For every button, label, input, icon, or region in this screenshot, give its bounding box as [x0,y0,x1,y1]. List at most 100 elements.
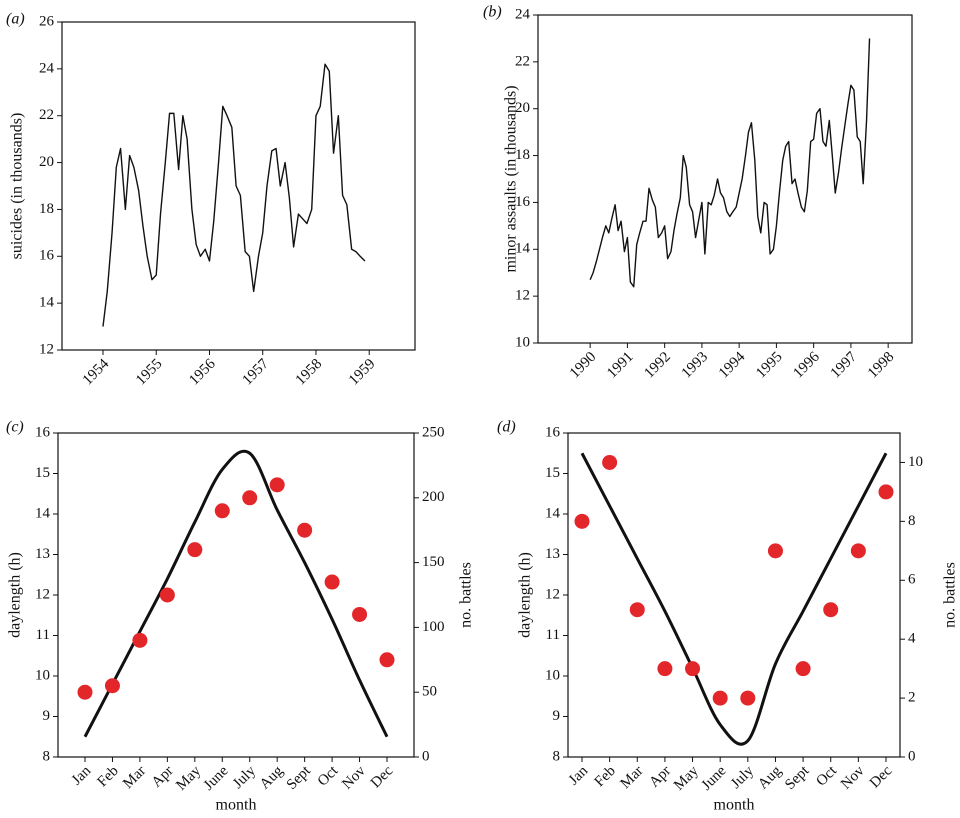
data-point [77,684,93,700]
y-tick-label: 22 [39,107,54,123]
y2-tick-label: 250 [422,424,445,440]
y2-tick-label: 6 [908,572,916,588]
x-tick-label: 1993 [679,349,712,382]
y-tick-label: 15 [545,465,560,481]
x-tick-label: Jan [69,763,95,789]
y-tick-label: 10 [35,667,50,683]
y-axis-title: daylength (h) [517,552,534,638]
data-point [104,678,120,694]
x-tick-label: 1992 [641,349,674,382]
y-tick-label: 10 [515,334,530,350]
plot-frame [57,432,415,758]
x-tick-label: Nov [339,763,369,793]
y-tick-label: 8 [553,748,561,764]
y2-tick-label: 10 [908,454,923,470]
x-tick-label: 1959 [346,356,379,389]
data-point [712,690,728,706]
y-tick-label: 14 [39,295,55,311]
y-tick-label: 12 [545,586,560,602]
x-tick-label: Oct [315,762,342,789]
data-point [823,602,839,618]
data-point [132,632,148,648]
y2-axis-title: no. battles [942,562,959,628]
y-tick-label: 13 [35,546,50,562]
y2-tick-label: 200 [422,489,445,505]
x-tick-label: 1997 [828,349,861,382]
y2-tick-label: 4 [908,631,916,647]
x-tick-label: 1994 [716,349,749,382]
data-point [324,574,340,590]
y-tick-label: 18 [515,147,530,163]
x-tick-label: 1955 [133,356,166,389]
data-line [589,38,871,288]
x-tick-label: Feb [94,763,121,790]
x-axis-title: month [714,797,755,814]
y-tick-label: 14 [515,241,531,257]
y-tick-label: 8 [43,748,51,764]
y-tick-label: 11 [36,627,50,643]
data-point [685,661,701,677]
x-tick-label: May [671,763,702,794]
x-tick-label: July [728,763,757,792]
plot-frame [61,21,416,351]
y-tick-label: 9 [553,708,561,724]
panel-label: (d) [497,419,516,436]
data-point [269,477,285,493]
y-tick-label: 16 [515,194,531,210]
y-tick-label: 16 [35,424,51,440]
y2-tick-label: 2 [908,690,916,706]
y2-axis-title: no. battles [458,562,475,628]
y2-tick-label: 150 [422,554,445,570]
data-point [767,543,783,559]
panel-label: (b) [483,4,502,21]
x-tick-label: Sept [284,762,315,793]
data-line [83,449,389,738]
x-tick-label: Sept [782,762,813,793]
y-axis-title: minor assaults (in thousands) [503,85,520,272]
data-point [740,690,756,706]
y-tick-label: 15 [35,465,50,481]
y2-tick-label: 8 [908,513,916,529]
data-point [574,513,590,529]
data-point [602,454,618,470]
x-tick-label: Oct [813,762,840,789]
x-tick-label: July [230,763,259,792]
data-point [352,606,368,622]
x-tick-label: Nov [838,763,868,793]
x-tick-label: Apr [149,763,177,791]
x-tick-label: Mar [618,763,647,792]
y-tick-label: 14 [545,505,561,521]
data-point [795,661,811,677]
y-tick-label: 10 [545,667,560,683]
x-tick-label: June [699,763,730,794]
plot-frame [537,14,913,344]
data-point [242,490,258,506]
y-tick-label: 14 [35,505,51,521]
y-tick-label: 9 [43,708,51,724]
data-line [580,452,888,746]
y-tick-label: 24 [39,60,55,76]
y-tick-label: 24 [515,6,531,22]
data-point [159,587,175,603]
y-tick-label: 22 [515,53,530,69]
y-tick-label: 12 [39,341,54,357]
data-line [102,63,366,327]
y-tick-label: 11 [546,627,560,643]
x-tick-label: 1998 [865,349,898,382]
x-tick-label: 1956 [186,356,219,389]
y-axis-title: daylength (h) [7,552,24,638]
y-tick-label: 20 [515,100,530,116]
data-point [379,652,395,668]
x-axis-title: month [216,797,257,814]
y-tick-label: 18 [39,201,54,217]
x-tick-label: 1954 [80,356,113,389]
plot-frame [567,432,901,758]
x-tick-label: Feb [592,763,619,790]
x-tick-label: 1990 [567,349,600,382]
y2-tick-label: 100 [422,619,445,635]
x-tick-label: Aug [755,763,785,793]
x-tick-label: Apr [646,763,674,791]
data-point [187,542,203,558]
y2-tick-label: 0 [422,748,430,764]
data-point [629,602,645,618]
